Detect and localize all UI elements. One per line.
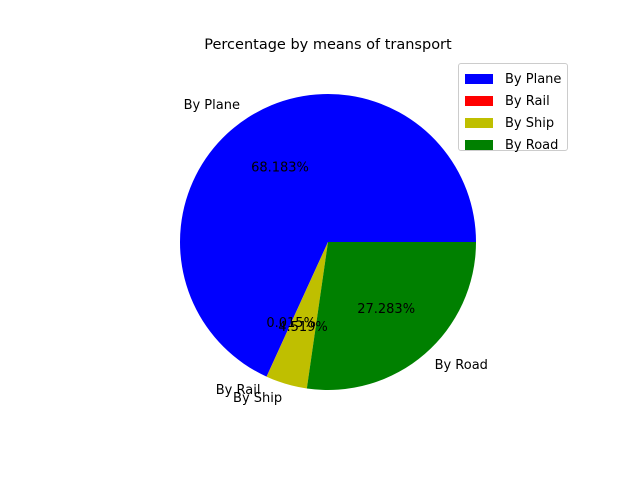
legend-item-by-road: By Road (465, 134, 567, 156)
pie-slice-by-ship (266, 242, 328, 389)
legend-label: By Ship (505, 115, 555, 131)
legend-label: By Plane (505, 71, 562, 87)
slice-percent-by-plane: 68.183% (251, 160, 309, 175)
legend-swatch (465, 118, 493, 128)
legend-swatch (465, 74, 493, 84)
slice-percent-by-road: 27.283% (357, 302, 415, 317)
chart-title: Percentage by means of transport (204, 37, 452, 53)
slice-label-by-plane: By Plane (184, 98, 240, 113)
legend-label: By Rail (505, 93, 550, 109)
legend-swatch (465, 140, 493, 150)
legend-item-by-ship: By Ship (465, 112, 567, 134)
slice-percent-by-rail: 0.015% (266, 316, 316, 331)
slice-label-by-ship: By Ship (233, 391, 282, 406)
legend: By Plane By Rail By Ship By Road (458, 63, 568, 153)
slice-percent-by-ship: 4.519% (278, 320, 328, 335)
slice-label-by-road: By Road (435, 358, 488, 373)
percent-labels: 68.183% 0.015%4.519% 27.283% (251, 160, 415, 335)
pie-slice-by-rail (266, 242, 328, 377)
legend-item-by-plane: By Plane (465, 68, 567, 90)
slice-label-by-rail: By Rail (216, 383, 261, 398)
pie-slices (180, 94, 477, 390)
pie-slice-by-plane (180, 94, 477, 377)
pie-slice-by-road (306, 242, 476, 390)
legend-swatch (465, 96, 493, 106)
legend-item-by-rail: By Rail (465, 90, 567, 112)
legend-label: By Road (505, 137, 559, 153)
